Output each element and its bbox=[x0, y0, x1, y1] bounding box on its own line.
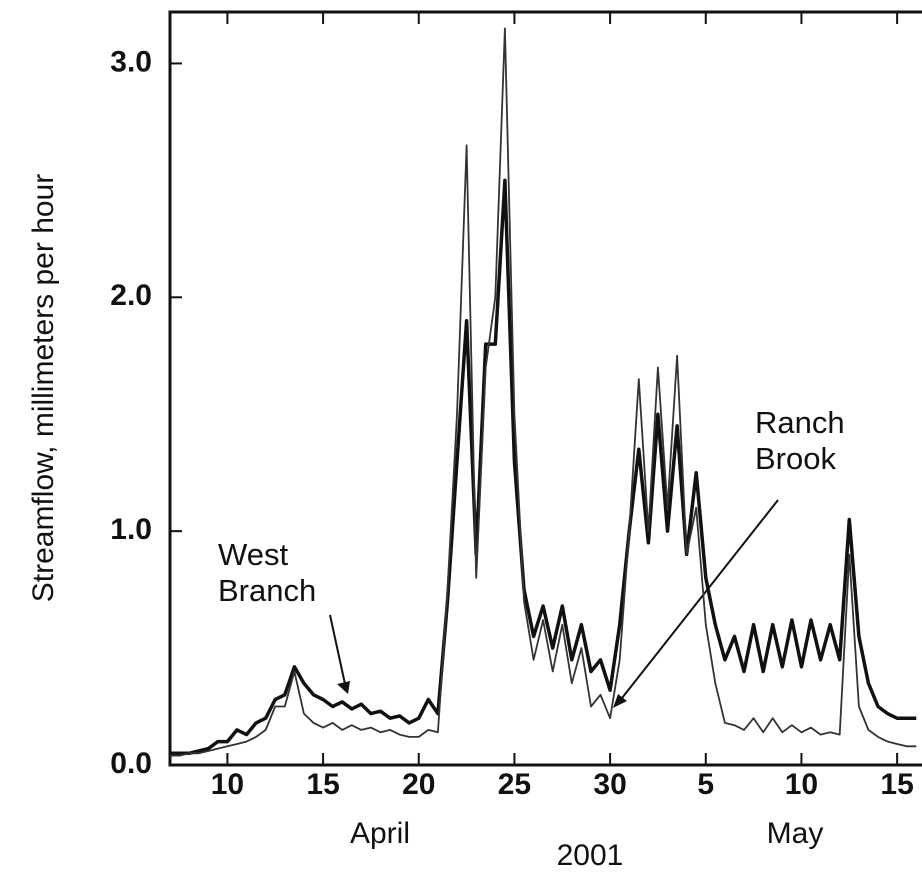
x-tick-label: 25 bbox=[498, 768, 531, 801]
plot-frame bbox=[168, 10, 922, 767]
month-label: May bbox=[767, 817, 824, 850]
series-line bbox=[170, 27, 917, 757]
series-line bbox=[170, 178, 917, 756]
y-axis-title: Streamflow, millimeters per hour bbox=[27, 174, 60, 602]
x-tick-label: 10 bbox=[211, 768, 244, 801]
y-tick-label: 3.0 bbox=[110, 45, 152, 78]
y-tick-label: 2.0 bbox=[110, 279, 152, 312]
x-tick-label: 30 bbox=[593, 768, 626, 801]
series-annotation: Ranch Brook bbox=[755, 405, 845, 476]
y-tick-label: 1.0 bbox=[110, 513, 152, 546]
arrow-head bbox=[613, 694, 627, 708]
x-tick-label: 15 bbox=[880, 768, 913, 801]
y-tick-label: 0.0 bbox=[110, 747, 152, 780]
x-tick-label: 15 bbox=[306, 768, 339, 801]
month-label: April bbox=[350, 817, 410, 850]
annotation-arrow bbox=[329, 614, 346, 685]
arrow-head bbox=[337, 681, 350, 694]
x-tick-label: 10 bbox=[785, 768, 818, 801]
year-label: 2001 bbox=[557, 839, 624, 872]
x-tick-label: 20 bbox=[402, 768, 435, 801]
x-tick-label: 5 bbox=[697, 768, 714, 801]
series-annotation: West Branch bbox=[218, 537, 317, 608]
annotation-arrow bbox=[621, 499, 779, 699]
